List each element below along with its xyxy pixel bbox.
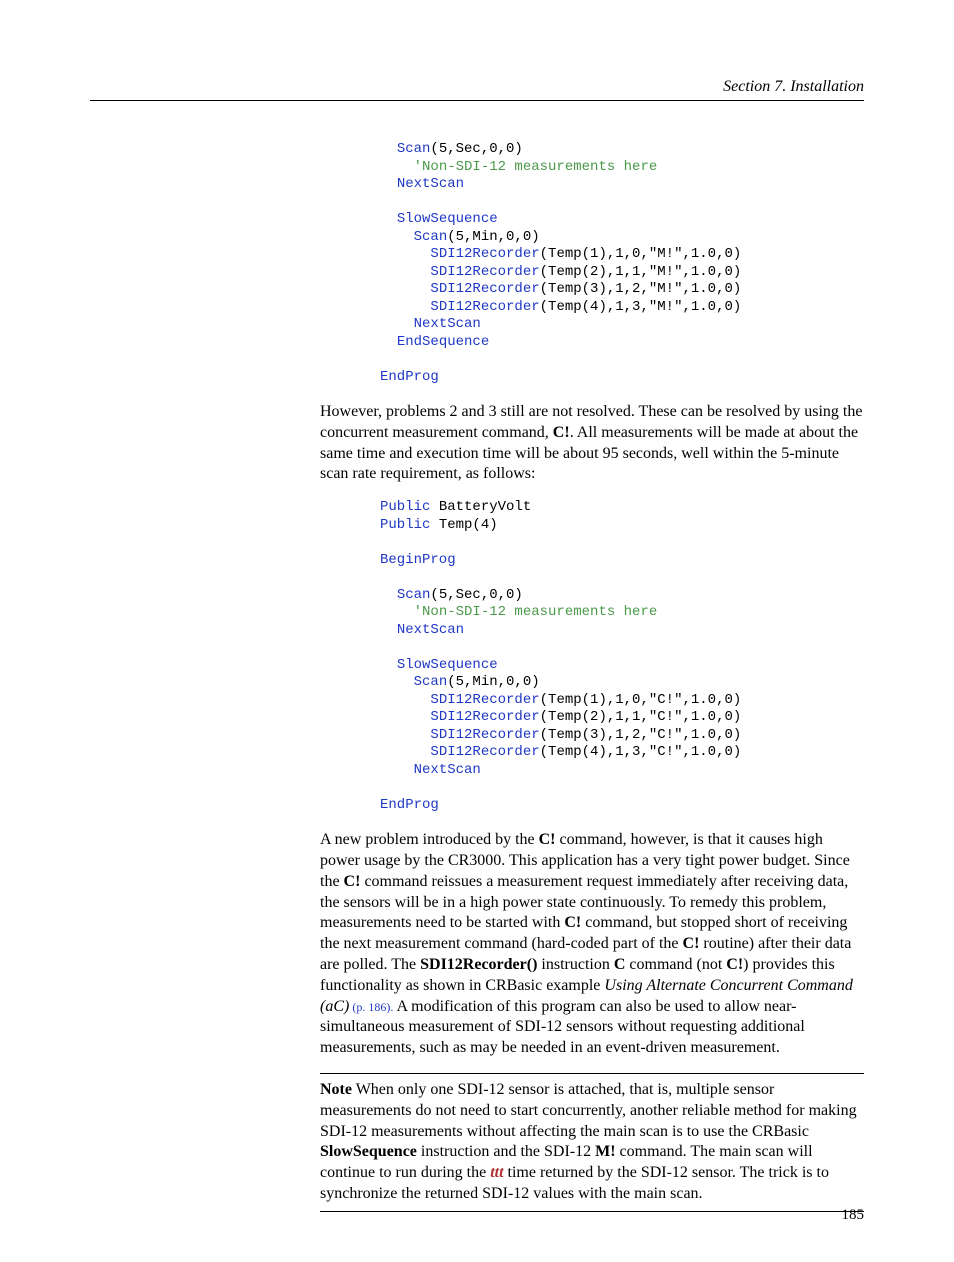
page-ref-link[interactable]: (p. 186). xyxy=(349,1000,393,1014)
page: Section 7. Installation Scan(5,Sec,0,0) … xyxy=(0,0,954,1262)
code-block-1: Scan(5,Sec,0,0) 'Non-SDI-12 measurements… xyxy=(380,141,864,386)
paragraph-1: However, problems 2 and 3 still are not … xyxy=(320,402,864,485)
note-text: Note When only one SDI-12 sensor is atta… xyxy=(320,1080,864,1205)
page-number: 185 xyxy=(842,1207,865,1224)
code-block-2: Public BatteryVolt Public Temp(4) BeginP… xyxy=(380,499,864,814)
body-column: Scan(5,Sec,0,0) 'Non-SDI-12 measurements… xyxy=(320,141,864,1212)
note-box: Note When only one SDI-12 sensor is atta… xyxy=(320,1073,864,1212)
running-header: Section 7. Installation xyxy=(90,78,864,101)
paragraph-2: A new problem introduced by the C! comma… xyxy=(320,830,864,1059)
